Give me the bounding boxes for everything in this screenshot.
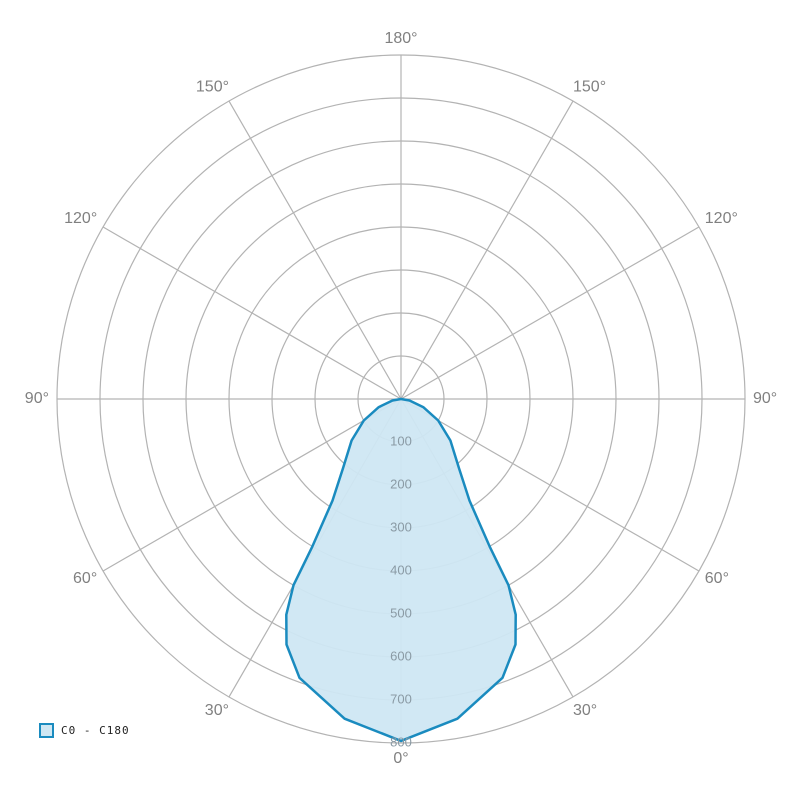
angle-label: 120°	[705, 210, 738, 227]
r-tick-label: 700	[390, 691, 412, 706]
legend-label: C0 - C180	[61, 724, 130, 737]
spoke	[102, 398, 402, 572]
legend-swatch	[39, 723, 54, 738]
intensity-curve	[285, 397, 517, 743]
r-tick-label: 600	[390, 648, 412, 663]
spoke	[400, 100, 574, 400]
angle-label: 90°	[25, 390, 49, 407]
spoke	[228, 100, 402, 400]
angle-label: 0°	[393, 750, 408, 767]
angle-label: 30°	[205, 702, 229, 719]
angle-label: 150°	[573, 78, 606, 95]
r-tick-label: 400	[390, 562, 412, 577]
spoke	[102, 226, 402, 400]
angle-label: 120°	[64, 210, 97, 227]
r-tick-label: 100	[390, 433, 412, 448]
angle-label: 90°	[753, 390, 777, 407]
angle-label: 150°	[196, 78, 229, 95]
angle-label: 180°	[384, 30, 417, 47]
spoke	[400, 398, 700, 572]
angle-label: 60°	[705, 570, 729, 587]
r-tick-label: 800	[390, 734, 412, 749]
spoke	[400, 226, 700, 400]
angle-label: 60°	[73, 570, 97, 587]
angle-label: 30°	[573, 702, 597, 719]
r-tick-label: 500	[390, 605, 412, 620]
r-tick-label: 200	[390, 476, 412, 491]
r-tick-label: 300	[390, 519, 412, 534]
